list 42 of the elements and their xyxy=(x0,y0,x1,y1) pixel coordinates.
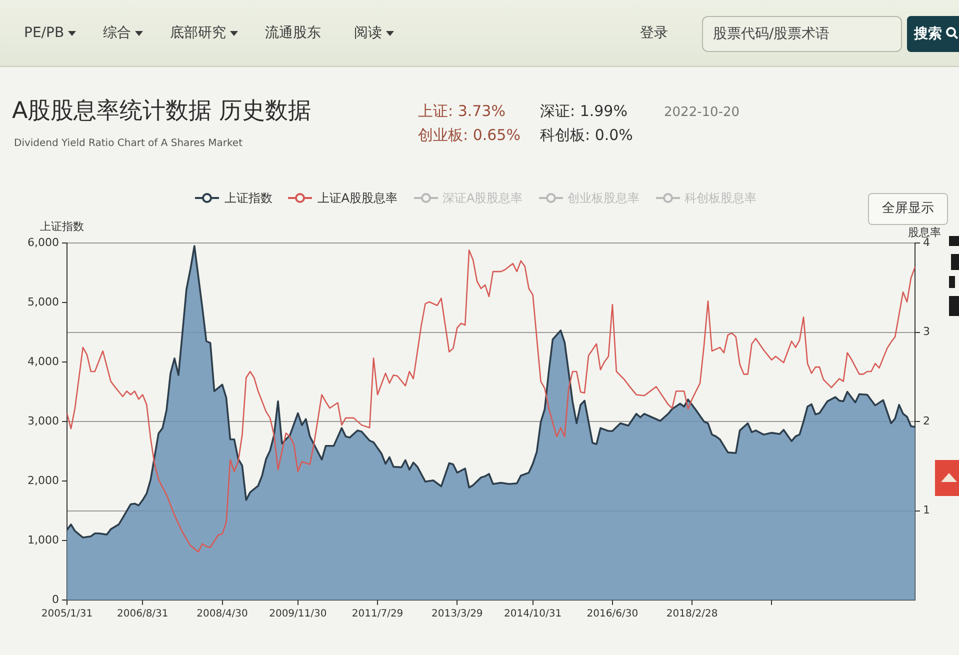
y-tick-label: 4,000 xyxy=(28,354,59,368)
legend-label: 上证指数 xyxy=(224,191,272,205)
y-axis-title: 上证指数 xyxy=(40,220,84,233)
y2-tick-label: 3 xyxy=(923,325,930,338)
x-tick-label: 2008/4/30 xyxy=(196,608,248,620)
x-tick-label: 2006/8/31 xyxy=(117,608,168,620)
text: 登录 xyxy=(640,24,668,42)
x-tick-label: 2018/2/28 xyxy=(666,608,718,620)
legend-label: 深证A股股息率 xyxy=(442,191,523,205)
text: 创业板: 0.65% xyxy=(418,126,520,144)
text: 深证: 1.99% xyxy=(540,102,628,120)
text: 底部研究 xyxy=(170,24,226,42)
search-field: 股票代码/股票术语 xyxy=(702,16,902,52)
legend-label: 科创板股息率 xyxy=(684,191,757,205)
chart-subtitle: Dividend Yield Ratio Chart of A Shares Market xyxy=(14,137,242,150)
text: PE/PB xyxy=(24,24,64,42)
x-tick-label: 2016/6/30 xyxy=(586,608,638,620)
chart-title: A股股息率统计数据 历史数据 xyxy=(12,97,312,125)
y2-tick-label: 2 xyxy=(923,414,930,428)
x-tick-label: 2014/10/31 xyxy=(504,608,562,620)
x-tick-label: 2013/3/29 xyxy=(432,608,483,620)
y-tick-label: 3,000 xyxy=(28,414,59,428)
y-tick-label: 1,000 xyxy=(28,533,59,546)
y-tick-label: 5,000 xyxy=(28,295,59,308)
search-button: 搜索 xyxy=(907,16,959,52)
x-tick-label: 2009/11/30 xyxy=(269,608,327,620)
text: 流通股东 xyxy=(265,24,321,42)
text: 2022-10-20 xyxy=(664,105,740,121)
x-tick-label: 2005/1/31 xyxy=(41,608,93,620)
text: 上证: 3.73% xyxy=(418,102,506,120)
y-tick-label: 2,000 xyxy=(28,474,59,487)
text: 综合 xyxy=(103,24,131,42)
text: 阅读 xyxy=(354,24,382,42)
x-tick-label: 2011/7/29 xyxy=(352,608,404,620)
y2-axis-title: 股息率 xyxy=(908,226,941,239)
fullscreen-button: 全屏显示 xyxy=(868,193,948,225)
y2-tick-label: 1 xyxy=(923,504,930,517)
legend-label: 创业板股息率 xyxy=(568,191,640,205)
y-tick-label: 0 xyxy=(52,592,59,606)
y-tick-label: 6,000 xyxy=(28,236,59,249)
legend-label: 上证A股股息率 xyxy=(317,191,398,205)
text: 科创板: 0.0% xyxy=(540,126,633,144)
